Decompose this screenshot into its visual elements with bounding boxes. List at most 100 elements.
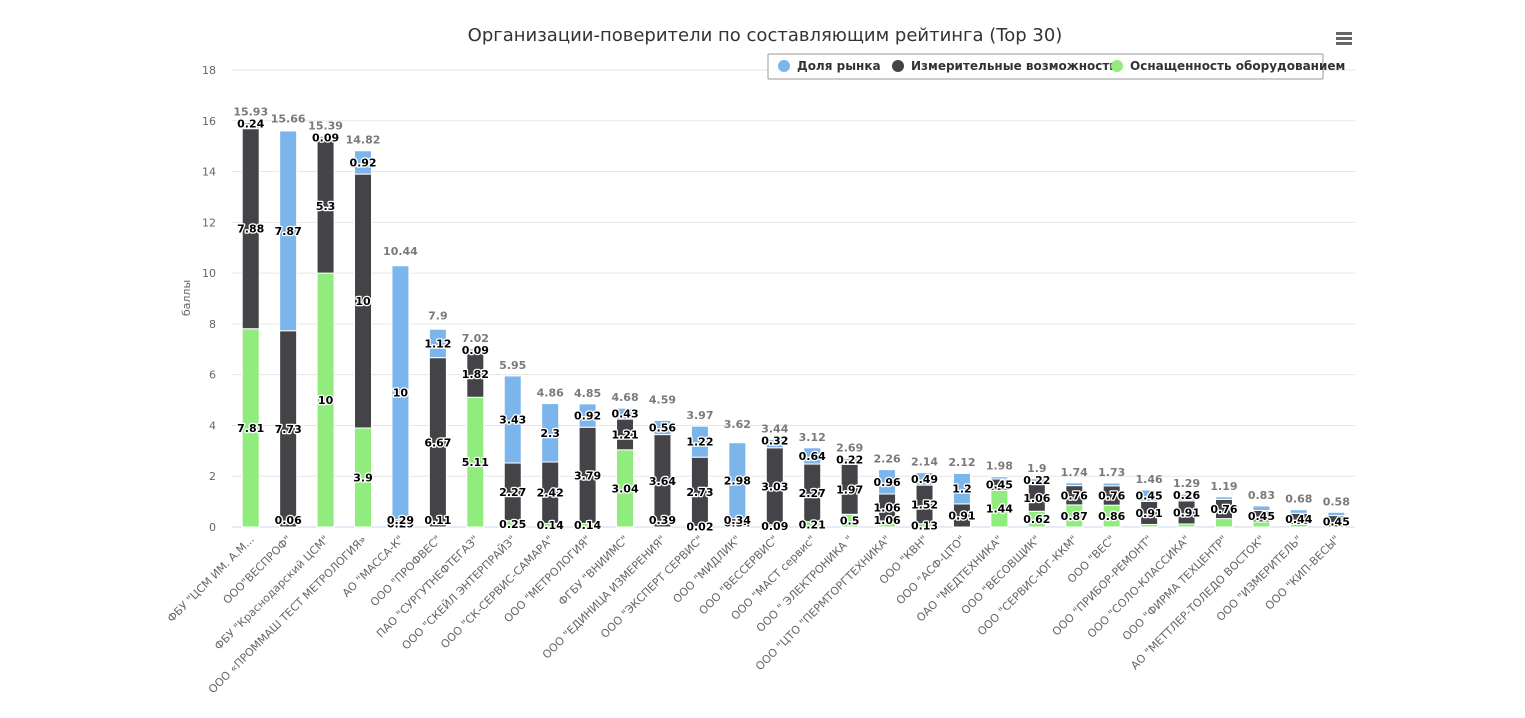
bar-segment[interactable] bbox=[1102, 482, 1121, 487]
segment-value-label: 0.76 bbox=[1061, 489, 1088, 502]
total-value-label: 3.62 bbox=[724, 418, 751, 431]
segment-value-label: 1.22 bbox=[686, 436, 713, 449]
segment-value-label: 0.24 bbox=[237, 118, 264, 131]
bar-segment[interactable] bbox=[1289, 509, 1308, 514]
bars bbox=[241, 122, 1346, 528]
segment-value-label: 0.76 bbox=[1210, 503, 1237, 516]
segment-value-label: 0.62 bbox=[1023, 513, 1050, 526]
segment-value-label: 0.91 bbox=[948, 509, 975, 522]
total-value-label: 7.9 bbox=[428, 309, 448, 322]
legend-item-market-share[interactable]: Доля рынка bbox=[778, 59, 881, 73]
segment-value-label: 1.82 bbox=[462, 368, 489, 381]
bar-segment[interactable] bbox=[316, 135, 335, 140]
x-tick-label: ООО "КИП-ВЕСЫ" bbox=[1263, 533, 1343, 613]
bar-segment[interactable] bbox=[354, 150, 373, 175]
bar-segment[interactable] bbox=[466, 348, 485, 352]
bar-segment[interactable] bbox=[428, 328, 447, 359]
x-tick-label: ООО "ПРОФВЕС" bbox=[368, 533, 444, 609]
x-tick-label: АО "МЕТТЛЕР-ТОЛЕДО ВОСТОК" bbox=[1128, 533, 1267, 672]
segment-value-label: 6.67 bbox=[424, 436, 451, 449]
segment-value-label: 0.22 bbox=[836, 454, 863, 467]
segment-value-label: 2.73 bbox=[686, 486, 713, 499]
bar-segment[interactable] bbox=[878, 469, 897, 495]
total-value-label: 1.98 bbox=[986, 460, 1013, 473]
segment-value-label: 0.02 bbox=[686, 521, 713, 534]
total-value-label: 0.83 bbox=[1248, 489, 1275, 502]
total-value-label: 15.66 bbox=[271, 112, 306, 125]
bar-segment[interactable] bbox=[915, 472, 934, 486]
segment-value-label: 5.3 bbox=[316, 200, 336, 213]
bar-segment[interactable] bbox=[1065, 482, 1084, 487]
bar-segment[interactable] bbox=[1214, 496, 1233, 500]
hamburger-menu-icon[interactable] bbox=[1332, 28, 1356, 48]
segment-value-label: 0.5 bbox=[840, 515, 860, 528]
x-axis: ФБУ "ЦСМ ИМ. А.М...ООО"ВЕСПРОФ"ФБУ "Крас… bbox=[165, 533, 1343, 696]
segment-value-label: 0.45 bbox=[1248, 510, 1275, 523]
bar-segment[interactable] bbox=[391, 265, 410, 521]
bar-segment[interactable] bbox=[241, 122, 260, 130]
bar-segment[interactable] bbox=[990, 476, 1009, 480]
y-tick-label: 16 bbox=[202, 115, 216, 128]
segment-value-label: 0.92 bbox=[349, 156, 376, 169]
segment-value-label: 2.27 bbox=[799, 487, 826, 500]
y-tick-label: 14 bbox=[202, 166, 216, 179]
segment-value-label: 0.45 bbox=[1323, 515, 1350, 528]
segment-value-label: 0.44 bbox=[1285, 513, 1312, 526]
y-tick-label: 10 bbox=[202, 267, 216, 280]
bar-segment[interactable] bbox=[1327, 511, 1346, 517]
total-value-label: 4.85 bbox=[574, 387, 601, 400]
segment-value-label: 0.32 bbox=[761, 435, 788, 448]
total-value-label: 2.14 bbox=[911, 456, 938, 469]
bar-segment[interactable] bbox=[1027, 478, 1046, 485]
chart-title: Организации-поверители по составляющим р… bbox=[468, 25, 1063, 46]
bar-segment[interactable] bbox=[1214, 518, 1233, 528]
segment-value-label: 2.27 bbox=[499, 486, 526, 499]
segment-value-label: 3.79 bbox=[574, 469, 601, 482]
segment-value-label: 7.88 bbox=[237, 223, 264, 236]
bar-segment[interactable] bbox=[1177, 493, 1196, 502]
legend-box bbox=[767, 53, 1324, 80]
total-value-label: 15.93 bbox=[233, 106, 268, 119]
bar-segment[interactable] bbox=[503, 375, 522, 464]
segment-value-label: 0.43 bbox=[611, 408, 638, 421]
segment-value-label: 1.06 bbox=[874, 514, 901, 527]
bar-segment[interactable] bbox=[541, 403, 560, 463]
bar-segment[interactable] bbox=[1252, 505, 1271, 511]
total-value-label: 4.86 bbox=[537, 387, 564, 400]
bar-segment[interactable] bbox=[616, 407, 635, 420]
bar-segment[interactable] bbox=[728, 442, 747, 519]
segment-value-label: 0.45 bbox=[1136, 490, 1163, 503]
legend-item-measurement[interactable]: Измерительные возможности bbox=[892, 59, 1118, 73]
segment-value-label: 0.49 bbox=[911, 473, 938, 486]
segment-value-label: 0.34 bbox=[724, 517, 751, 530]
segment-value-label: 0.25 bbox=[499, 518, 526, 531]
legend-marker-market-share bbox=[778, 60, 790, 72]
segment-value-label: 3.04 bbox=[611, 482, 638, 495]
bar-segment[interactable] bbox=[653, 419, 672, 436]
bar-segment[interactable] bbox=[952, 472, 971, 505]
segment-value-label: 0.87 bbox=[1061, 510, 1088, 523]
bar-segment[interactable] bbox=[279, 130, 298, 332]
bar-segment[interactable] bbox=[1140, 489, 1159, 502]
total-value-label: 0.58 bbox=[1323, 495, 1350, 508]
segment-value-label: 5.11 bbox=[462, 456, 489, 469]
segment-value-label: 0.45 bbox=[986, 479, 1013, 492]
bar-segment[interactable] bbox=[803, 447, 822, 465]
segment-value-label: 7.73 bbox=[275, 423, 302, 436]
total-value-label: 7.02 bbox=[462, 332, 489, 345]
total-value-label: 1.29 bbox=[1173, 477, 1200, 490]
segment-value-label: 1.52 bbox=[911, 498, 938, 511]
bar-segment[interactable] bbox=[765, 439, 784, 449]
segment-value-label: 0.13 bbox=[911, 519, 938, 532]
bar-segment[interactable] bbox=[690, 425, 709, 458]
segment-value-label: 1.44 bbox=[986, 503, 1013, 516]
bar-segment[interactable] bbox=[840, 458, 859, 465]
bar-segment[interactable] bbox=[578, 403, 597, 428]
segment-value-label: 3.64 bbox=[649, 475, 676, 488]
segment-value-label: 0.91 bbox=[1173, 506, 1200, 519]
segment-value-label: 0.26 bbox=[1173, 489, 1200, 502]
total-value-label: 4.68 bbox=[611, 391, 638, 404]
legend-label-equipment: Оснащенность оборудованием bbox=[1130, 59, 1345, 73]
y-tick-label: 2 bbox=[209, 470, 216, 483]
legend-item-equipment[interactable]: Оснащенность оборудованием bbox=[1111, 59, 1345, 73]
